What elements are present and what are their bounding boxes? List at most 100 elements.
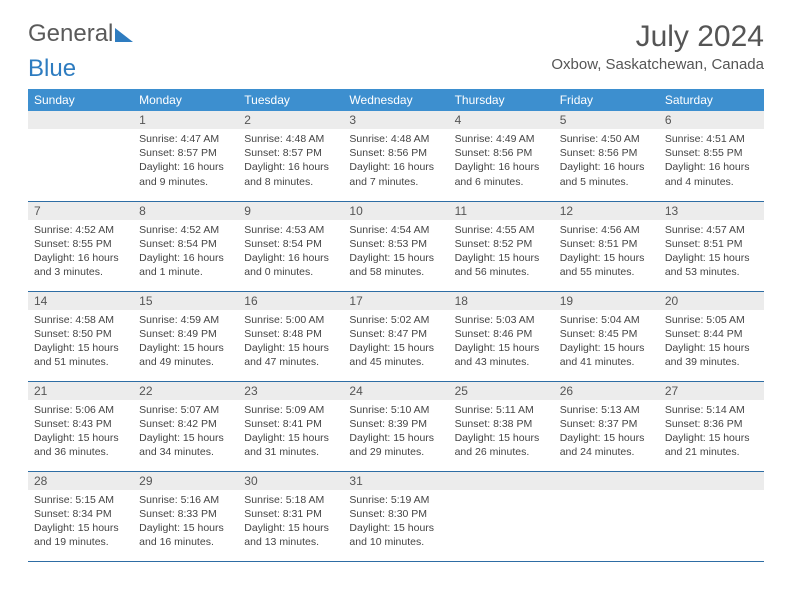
day-details: Sunrise: 5:07 AMSunset: 8:42 PMDaylight:… [133, 400, 238, 464]
day-number: 19 [554, 292, 659, 310]
calendar-cell: 21Sunrise: 5:06 AMSunset: 8:43 PMDayligh… [28, 381, 133, 471]
day-number: 1 [133, 111, 238, 129]
calendar-cell: 22Sunrise: 5:07 AMSunset: 8:42 PMDayligh… [133, 381, 238, 471]
calendar-cell: 11Sunrise: 4:55 AMSunset: 8:52 PMDayligh… [449, 201, 554, 291]
calendar-cell: 6Sunrise: 4:51 AMSunset: 8:55 PMDaylight… [659, 111, 764, 201]
day-details: Sunrise: 4:52 AMSunset: 8:55 PMDaylight:… [28, 220, 133, 284]
day-number: 20 [659, 292, 764, 310]
day-number: 29 [133, 472, 238, 490]
calendar-cell: 31Sunrise: 5:19 AMSunset: 8:30 PMDayligh… [343, 471, 448, 561]
calendar-cell: 5Sunrise: 4:50 AMSunset: 8:56 PMDaylight… [554, 111, 659, 201]
calendar-cell: 8Sunrise: 4:52 AMSunset: 8:54 PMDaylight… [133, 201, 238, 291]
day-details: Sunrise: 5:00 AMSunset: 8:48 PMDaylight:… [238, 310, 343, 374]
day-details: Sunrise: 4:48 AMSunset: 8:56 PMDaylight:… [343, 129, 448, 193]
day-number: 12 [554, 202, 659, 220]
day-number: 22 [133, 382, 238, 400]
day-number: 10 [343, 202, 448, 220]
calendar-cell: 2Sunrise: 4:48 AMSunset: 8:57 PMDaylight… [238, 111, 343, 201]
day-details: Sunrise: 5:14 AMSunset: 8:36 PMDaylight:… [659, 400, 764, 464]
calendar-row: 1Sunrise: 4:47 AMSunset: 8:57 PMDaylight… [28, 111, 764, 201]
day-details: Sunrise: 5:06 AMSunset: 8:43 PMDaylight:… [28, 400, 133, 464]
day-details: Sunrise: 4:49 AMSunset: 8:56 PMDaylight:… [449, 129, 554, 193]
day-number: 30 [238, 472, 343, 490]
day-number: 5 [554, 111, 659, 129]
logo-sail-icon [115, 28, 133, 42]
weekday-header: Saturday [659, 89, 764, 111]
day-details: Sunrise: 5:13 AMSunset: 8:37 PMDaylight:… [554, 400, 659, 464]
day-details: Sunrise: 5:05 AMSunset: 8:44 PMDaylight:… [659, 310, 764, 374]
weekday-header: Sunday [28, 89, 133, 111]
day-number: 4 [449, 111, 554, 129]
day-number: 31 [343, 472, 448, 490]
day-number [659, 472, 764, 490]
weekday-header: Friday [554, 89, 659, 111]
calendar-cell: 3Sunrise: 4:48 AMSunset: 8:56 PMDaylight… [343, 111, 448, 201]
day-number: 11 [449, 202, 554, 220]
calendar-cell: 23Sunrise: 5:09 AMSunset: 8:41 PMDayligh… [238, 381, 343, 471]
day-details: Sunrise: 4:59 AMSunset: 8:49 PMDaylight:… [133, 310, 238, 374]
logo: General [28, 20, 133, 48]
calendar-cell: 24Sunrise: 5:10 AMSunset: 8:39 PMDayligh… [343, 381, 448, 471]
day-number [28, 111, 133, 129]
calendar-row: 21Sunrise: 5:06 AMSunset: 8:43 PMDayligh… [28, 381, 764, 471]
day-details: Sunrise: 5:10 AMSunset: 8:39 PMDaylight:… [343, 400, 448, 464]
day-details: Sunrise: 5:19 AMSunset: 8:30 PMDaylight:… [343, 490, 448, 554]
day-details: Sunrise: 4:56 AMSunset: 8:51 PMDaylight:… [554, 220, 659, 284]
calendar-cell: 26Sunrise: 5:13 AMSunset: 8:37 PMDayligh… [554, 381, 659, 471]
calendar-row: 7Sunrise: 4:52 AMSunset: 8:55 PMDaylight… [28, 201, 764, 291]
calendar-cell: 1Sunrise: 4:47 AMSunset: 8:57 PMDaylight… [133, 111, 238, 201]
day-number: 25 [449, 382, 554, 400]
calendar-table: SundayMondayTuesdayWednesdayThursdayFrid… [28, 89, 764, 562]
calendar-cell: 12Sunrise: 4:56 AMSunset: 8:51 PMDayligh… [554, 201, 659, 291]
calendar-row: 28Sunrise: 5:15 AMSunset: 8:34 PMDayligh… [28, 471, 764, 561]
day-details: Sunrise: 5:09 AMSunset: 8:41 PMDaylight:… [238, 400, 343, 464]
day-details: Sunrise: 4:47 AMSunset: 8:57 PMDaylight:… [133, 129, 238, 193]
calendar-cell: 20Sunrise: 5:05 AMSunset: 8:44 PMDayligh… [659, 291, 764, 381]
calendar-cell: 16Sunrise: 5:00 AMSunset: 8:48 PMDayligh… [238, 291, 343, 381]
weekday-header: Monday [133, 89, 238, 111]
day-details: Sunrise: 5:15 AMSunset: 8:34 PMDaylight:… [28, 490, 133, 554]
day-number: 15 [133, 292, 238, 310]
weekday-header: Thursday [449, 89, 554, 111]
day-details: Sunrise: 4:51 AMSunset: 8:55 PMDaylight:… [659, 129, 764, 193]
day-details: Sunrise: 4:54 AMSunset: 8:53 PMDaylight:… [343, 220, 448, 284]
day-details: Sunrise: 4:55 AMSunset: 8:52 PMDaylight:… [449, 220, 554, 284]
calendar-cell: 10Sunrise: 4:54 AMSunset: 8:53 PMDayligh… [343, 201, 448, 291]
calendar-cell [28, 111, 133, 201]
day-number: 13 [659, 202, 764, 220]
day-number: 24 [343, 382, 448, 400]
day-details: Sunrise: 5:16 AMSunset: 8:33 PMDaylight:… [133, 490, 238, 554]
day-number: 2 [238, 111, 343, 129]
day-details: Sunrise: 4:50 AMSunset: 8:56 PMDaylight:… [554, 129, 659, 193]
day-details: Sunrise: 4:53 AMSunset: 8:54 PMDaylight:… [238, 220, 343, 284]
calendar-cell: 30Sunrise: 5:18 AMSunset: 8:31 PMDayligh… [238, 471, 343, 561]
day-number [449, 472, 554, 490]
day-number: 17 [343, 292, 448, 310]
day-number: 9 [238, 202, 343, 220]
day-number: 28 [28, 472, 133, 490]
calendar-cell: 4Sunrise: 4:49 AMSunset: 8:56 PMDaylight… [449, 111, 554, 201]
day-number: 7 [28, 202, 133, 220]
calendar-cell: 9Sunrise: 4:53 AMSunset: 8:54 PMDaylight… [238, 201, 343, 291]
weekday-header: Wednesday [343, 89, 448, 111]
calendar-cell: 27Sunrise: 5:14 AMSunset: 8:36 PMDayligh… [659, 381, 764, 471]
calendar-body: 1Sunrise: 4:47 AMSunset: 8:57 PMDaylight… [28, 111, 764, 561]
month-title: July 2024 [551, 20, 764, 54]
day-number: 27 [659, 382, 764, 400]
calendar-cell [659, 471, 764, 561]
day-number: 21 [28, 382, 133, 400]
location: Oxbow, Saskatchewan, Canada [551, 56, 764, 73]
day-number: 6 [659, 111, 764, 129]
day-number: 26 [554, 382, 659, 400]
day-number: 14 [28, 292, 133, 310]
calendar-cell: 28Sunrise: 5:15 AMSunset: 8:34 PMDayligh… [28, 471, 133, 561]
calendar-cell: 29Sunrise: 5:16 AMSunset: 8:33 PMDayligh… [133, 471, 238, 561]
day-details: Sunrise: 4:57 AMSunset: 8:51 PMDaylight:… [659, 220, 764, 284]
day-number: 8 [133, 202, 238, 220]
day-details: Sunrise: 5:11 AMSunset: 8:38 PMDaylight:… [449, 400, 554, 464]
calendar-row: 14Sunrise: 4:58 AMSunset: 8:50 PMDayligh… [28, 291, 764, 381]
calendar-cell: 7Sunrise: 4:52 AMSunset: 8:55 PMDaylight… [28, 201, 133, 291]
day-details: Sunrise: 5:03 AMSunset: 8:46 PMDaylight:… [449, 310, 554, 374]
title-block: July 2024 Oxbow, Saskatchewan, Canada [551, 20, 764, 73]
day-details: Sunrise: 5:02 AMSunset: 8:47 PMDaylight:… [343, 310, 448, 374]
